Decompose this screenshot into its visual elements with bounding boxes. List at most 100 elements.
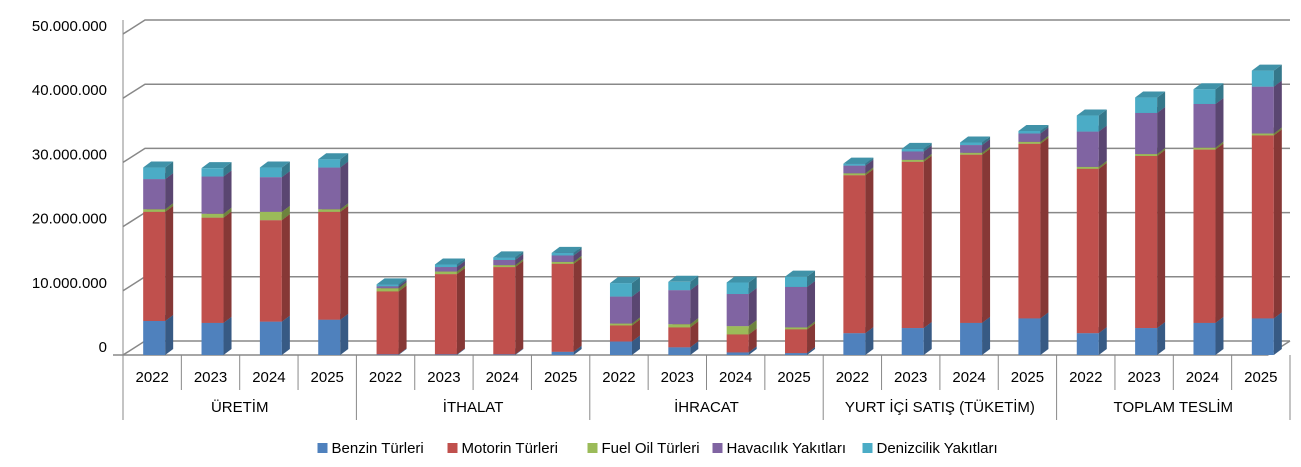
bar-side (748, 276, 757, 295)
bar (259, 211, 282, 221)
x-tick-label: 2023 (661, 369, 694, 386)
bar-side (515, 251, 524, 260)
legend-swatch (587, 443, 598, 453)
bar (609, 283, 632, 297)
group-label: İHRACAT (674, 398, 739, 416)
bar-side (1098, 125, 1107, 167)
bar-side (456, 265, 465, 275)
bar-side (631, 319, 640, 342)
bar (551, 351, 574, 355)
bar (318, 159, 341, 168)
bar (551, 255, 574, 262)
bar (493, 354, 516, 355)
bar-side (807, 270, 816, 287)
bar (1193, 103, 1216, 148)
bar (259, 167, 282, 178)
bar-top (1135, 91, 1166, 98)
x-tick-label: 2024 (252, 369, 285, 386)
bar (1135, 328, 1158, 355)
bar (609, 341, 632, 355)
bar-top (726, 276, 757, 283)
bar (493, 267, 516, 355)
bar-side (1098, 160, 1107, 169)
bar-side (923, 155, 932, 329)
bar-side (340, 203, 349, 212)
bar (668, 290, 691, 325)
bar-side (1157, 322, 1166, 355)
bar-side (398, 282, 407, 292)
bar-side (165, 203, 174, 212)
bar-side (1215, 141, 1224, 150)
bar-side (1157, 148, 1166, 156)
bar (843, 173, 866, 176)
x-tick-label: 2022 (1069, 369, 1102, 386)
bar-side (165, 173, 174, 210)
bar-side (398, 280, 407, 289)
legend-label: Motorin Türleri (462, 440, 558, 457)
bar-side (923, 145, 932, 160)
bar-side (631, 277, 640, 297)
grid-line (122, 147, 1290, 164)
bar (901, 159, 924, 162)
bar-side (1157, 91, 1166, 113)
bar (1018, 133, 1041, 142)
bar-side (923, 142, 932, 152)
bar-side (982, 146, 991, 155)
bar-side (1040, 312, 1049, 355)
bar-side (281, 171, 290, 212)
bar (259, 220, 282, 322)
bar (434, 354, 457, 355)
bar (201, 168, 224, 177)
bar (376, 286, 399, 289)
bar-side (748, 320, 757, 335)
bar-side (340, 313, 349, 355)
bar-top (843, 157, 874, 164)
bar (434, 271, 457, 275)
bar (376, 284, 399, 287)
x-tick-label: 2025 (1011, 369, 1044, 386)
bar (785, 327, 808, 330)
bar-side (865, 327, 874, 355)
bar (1193, 147, 1216, 150)
bar (785, 286, 808, 328)
x-tick-label: 2022 (602, 369, 635, 386)
legend-swatch (317, 443, 328, 453)
bar (259, 177, 282, 212)
bar (726, 334, 749, 353)
legend-swatch (447, 443, 458, 453)
x-tick-label: 2022 (836, 369, 869, 386)
bar-side (456, 268, 465, 355)
bar-top (901, 142, 932, 149)
bar (1018, 143, 1041, 319)
x-tick-label: 2024 (486, 369, 519, 386)
bar-side (631, 317, 640, 326)
grid-line (122, 276, 1290, 292)
bar (201, 176, 224, 214)
bar-side (1273, 312, 1282, 355)
bar-side (690, 275, 699, 291)
bar (1135, 154, 1158, 156)
bar-side (573, 345, 582, 355)
bar-top (609, 277, 640, 284)
x-tick-label: 2025 (311, 369, 344, 386)
bar-side (223, 170, 232, 214)
bar (668, 347, 691, 355)
bar (1076, 115, 1099, 132)
bar (551, 261, 574, 264)
bar-top (785, 270, 816, 277)
x-tick-label: 2022 (135, 369, 168, 386)
bar (143, 320, 166, 355)
bar-side (1040, 135, 1049, 144)
bar-side (1040, 124, 1049, 134)
bar (1076, 333, 1099, 355)
bar (376, 354, 399, 355)
bar-side (807, 347, 816, 355)
bar-side (573, 255, 582, 264)
bar-side (573, 246, 582, 256)
bar (1251, 133, 1274, 136)
bar-side (1273, 129, 1282, 319)
bar (143, 179, 166, 210)
bar-side (1040, 137, 1049, 319)
bar-side (1040, 127, 1049, 142)
bar (143, 167, 166, 180)
